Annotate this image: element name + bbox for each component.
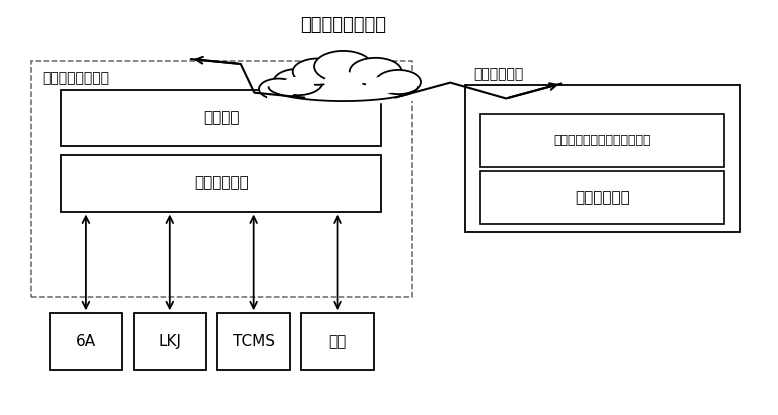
FancyBboxPatch shape bbox=[481, 114, 724, 167]
Circle shape bbox=[293, 59, 342, 85]
Circle shape bbox=[282, 77, 314, 94]
FancyBboxPatch shape bbox=[61, 90, 381, 146]
FancyBboxPatch shape bbox=[481, 171, 724, 224]
FancyBboxPatch shape bbox=[30, 61, 412, 297]
Text: 地面服务器端: 地面服务器端 bbox=[473, 67, 523, 81]
Circle shape bbox=[376, 70, 421, 94]
Text: 存储单元: 存储单元 bbox=[203, 110, 240, 125]
FancyBboxPatch shape bbox=[301, 313, 373, 370]
Text: TCMS: TCMS bbox=[233, 334, 275, 349]
Text: 车载维护更新模块: 车载维护更新模块 bbox=[42, 71, 109, 85]
Circle shape bbox=[273, 69, 323, 95]
FancyBboxPatch shape bbox=[50, 313, 122, 370]
Text: 列车无线传输系统: 列车无线传输系统 bbox=[300, 16, 386, 34]
Text: 信息处理单元: 信息处理单元 bbox=[194, 176, 249, 190]
Ellipse shape bbox=[265, 73, 421, 105]
Circle shape bbox=[350, 58, 401, 85]
Circle shape bbox=[259, 78, 298, 99]
FancyBboxPatch shape bbox=[218, 313, 290, 370]
FancyBboxPatch shape bbox=[134, 313, 206, 370]
Circle shape bbox=[314, 51, 373, 82]
Text: 软件履历自动生成及维护模块: 软件履历自动生成及维护模块 bbox=[554, 134, 651, 147]
Circle shape bbox=[366, 77, 398, 94]
Text: 6A: 6A bbox=[76, 334, 96, 349]
FancyBboxPatch shape bbox=[61, 155, 381, 212]
FancyBboxPatch shape bbox=[465, 85, 740, 232]
Text: LKJ: LKJ bbox=[158, 334, 181, 349]
Text: 其他: 其他 bbox=[328, 334, 347, 349]
Circle shape bbox=[324, 72, 363, 93]
Text: 地面管理模块: 地面管理模块 bbox=[575, 190, 630, 205]
